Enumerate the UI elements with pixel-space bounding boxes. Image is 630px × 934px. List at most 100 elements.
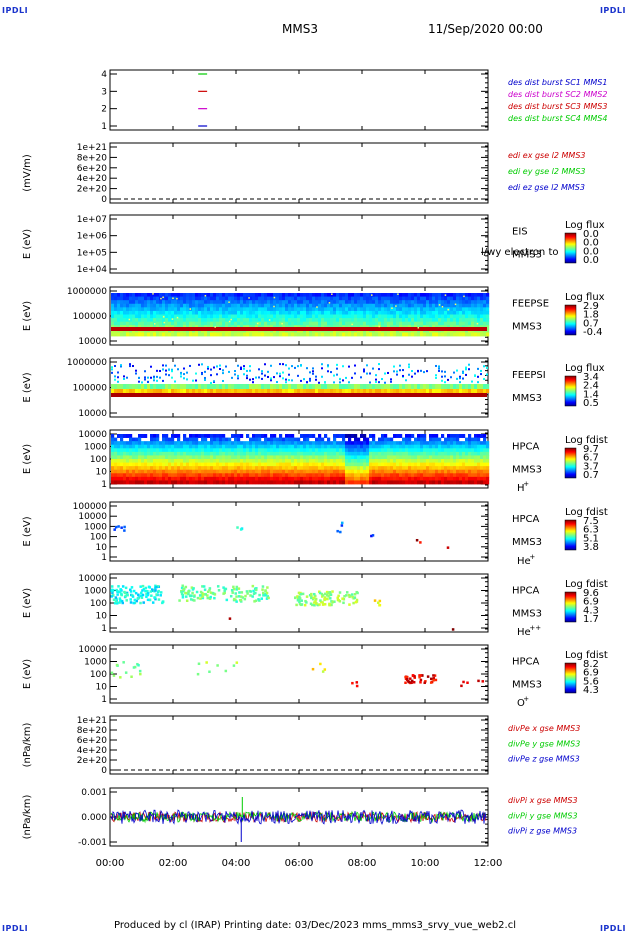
spectrogram-cell <box>189 437 193 442</box>
spectrogram-cell <box>192 437 196 442</box>
spectrogram-cell <box>189 444 193 449</box>
spectrogram-cell <box>138 303 142 308</box>
spectrogram-cell <box>339 384 343 389</box>
spectrogram-speck <box>378 368 380 371</box>
spectrogram-cell <box>315 455 319 460</box>
spectrogram-speck <box>435 374 437 377</box>
spectrogram-cell <box>138 455 142 460</box>
spectrogram-cell <box>129 455 133 460</box>
spectrogram-cell <box>396 444 400 449</box>
spectrogram-cell <box>351 448 355 453</box>
spectrogram-cell <box>225 389 229 393</box>
spectrogram-cell <box>249 473 253 478</box>
spectrogram-cell <box>258 293 262 297</box>
spectrogram-cell <box>117 444 121 449</box>
spectrogram-cell <box>144 314 148 319</box>
spectrogram-cell <box>195 314 199 319</box>
spectrogram-cell <box>117 314 121 319</box>
spectrogram-cell <box>330 296 334 301</box>
spectrogram-cell <box>336 441 340 446</box>
spectrogram-cell <box>456 296 460 301</box>
y-tick-label: 1e+21 <box>77 143 107 153</box>
spectrogram-cell <box>168 459 172 463</box>
spectrogram-cell <box>348 310 352 315</box>
spectrogram-cell <box>366 473 370 478</box>
spectrogram-cell <box>246 318 250 323</box>
spectrogram-speck <box>366 364 368 367</box>
spectrogram-cell <box>240 473 244 478</box>
spectrogram-cell <box>198 444 202 449</box>
spectrogram-cell <box>321 384 325 389</box>
spectrogram-cell <box>312 332 316 337</box>
spectrogram-cell <box>483 444 487 449</box>
spectrogram-cell <box>147 476 151 481</box>
spectrogram-cell <box>468 293 472 297</box>
spectrogram-cell <box>471 310 475 315</box>
spectrogram-cell <box>213 434 217 438</box>
spectrogram-cell <box>333 314 337 319</box>
y-axis-label: (nPa/km) <box>22 723 33 768</box>
spectrogram-cell <box>270 296 274 301</box>
spectrogram-cell <box>198 318 202 323</box>
spectrogram-cell <box>252 293 256 297</box>
spectrogram-cell <box>387 437 391 442</box>
spectrogram-cell <box>210 473 214 478</box>
spectrogram-cell <box>312 480 316 485</box>
spectrogram-cell <box>323 596 327 599</box>
spectrogram-speck <box>408 363 410 366</box>
spectrogram-cell <box>366 307 370 312</box>
spectrogram-cell <box>159 444 163 449</box>
spectrogram-cell <box>114 451 118 456</box>
spectrogram-cell <box>351 469 355 474</box>
spectrogram-cell <box>144 466 148 471</box>
spectrogram-speck <box>339 381 341 384</box>
spectrogram-cell <box>264 434 268 438</box>
spectrogram-cell <box>213 310 217 315</box>
spectrogram-cell <box>327 462 331 467</box>
spectrogram-cell <box>474 451 478 456</box>
y-tick-label: 10 <box>96 612 108 622</box>
spectrogram-cell <box>255 389 259 393</box>
y-tick-label: 1000 <box>84 443 107 453</box>
spectrogram-cell <box>300 469 304 474</box>
spectrogram-cell <box>438 448 442 453</box>
spectrogram-speck <box>444 381 446 384</box>
colorbar-tick-label: 5.1 <box>583 533 599 544</box>
spectrogram-cell <box>240 459 244 463</box>
spectrogram-cell <box>234 469 238 474</box>
spectrogram-cell <box>138 293 142 297</box>
spectrogram-cell <box>225 384 229 389</box>
spectrogram-cell <box>273 448 277 453</box>
spectrogram-cell <box>324 592 327 596</box>
spectrogram-speck <box>438 365 440 368</box>
spectrogram-cell <box>312 384 316 389</box>
spectrogram-cell <box>264 448 268 453</box>
spectrogram-cell <box>348 307 352 312</box>
spectrogram-cell <box>198 473 202 478</box>
spectrogram-cell <box>243 480 247 485</box>
spectrogram-cell <box>408 303 412 308</box>
spectrogram-cell <box>156 480 160 485</box>
y-tick-label: 0 <box>101 766 107 776</box>
spectrogram-cell <box>408 441 412 446</box>
spectrogram-cell <box>252 589 255 593</box>
spectrogram-cell <box>264 389 268 393</box>
spectrogram-cell <box>193 599 196 602</box>
spectrogram-cell <box>165 321 169 326</box>
spectrogram-cell <box>232 587 236 591</box>
spectrogram-speck <box>234 373 236 376</box>
spectrogram-cell <box>405 459 409 463</box>
spectrogram-cell <box>291 462 295 467</box>
spectrogram-cell <box>120 476 124 481</box>
spectrogram-cell <box>315 332 319 337</box>
spectrogram-cell <box>171 434 175 438</box>
spectrogram-cell <box>210 441 214 446</box>
spectrogram-cell <box>207 480 211 485</box>
spectrogram-cell <box>135 466 139 471</box>
spectrogram-cell <box>239 528 243 531</box>
spectrogram-cell <box>249 332 253 337</box>
spectrogram-cell <box>207 444 211 449</box>
spectrogram-cell <box>254 588 258 592</box>
spectrogram-cell <box>123 462 127 467</box>
spectrogram-cell <box>216 296 220 301</box>
